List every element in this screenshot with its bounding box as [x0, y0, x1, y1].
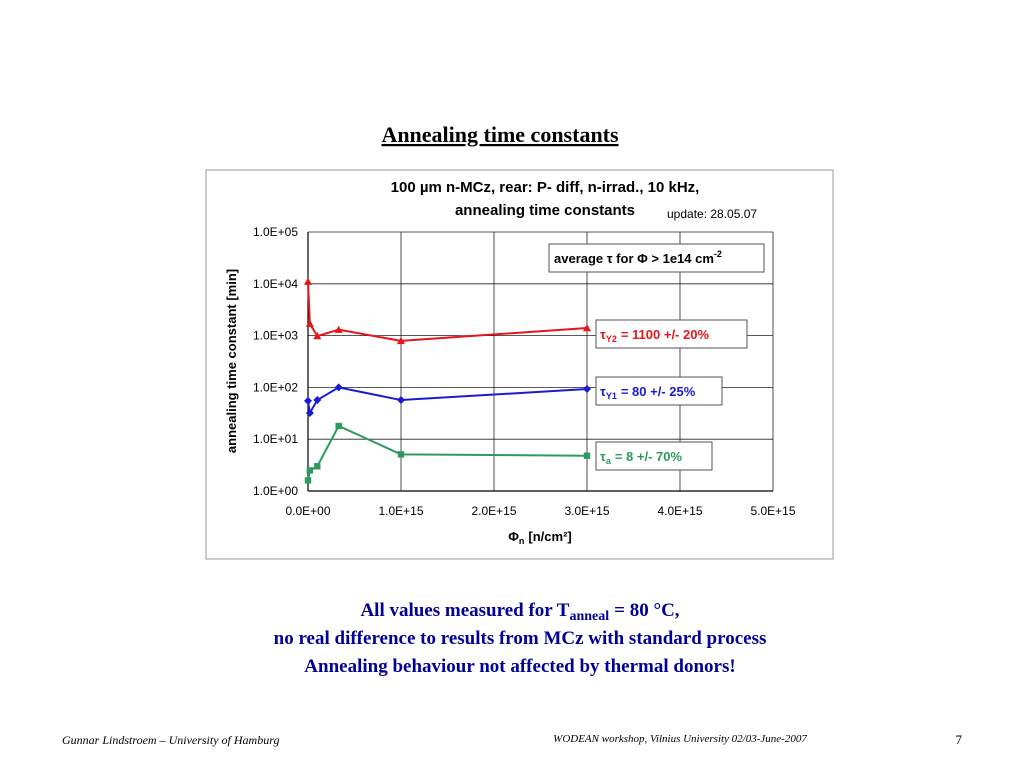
- legend-symbol: τ: [600, 449, 606, 464]
- data-point: [304, 277, 312, 285]
- legend-entry: τY1 = 80 +/- 25%: [600, 384, 696, 401]
- y-tick-label: 1.0E+04: [253, 277, 298, 291]
- legend-text: = 8 +/- 70%: [615, 449, 683, 464]
- data-point: [397, 396, 405, 405]
- update-note: update: 28.05.07: [667, 207, 757, 221]
- body-line: Annealing behaviour not affected by ther…: [304, 656, 735, 677]
- x-label-symbol: Φ: [508, 529, 519, 544]
- data-point: [305, 319, 314, 327]
- annotation-superscript: -2: [714, 249, 722, 259]
- body-text: All values measured for T: [360, 600, 569, 621]
- x-tick-label: 3.0E+15: [564, 504, 609, 518]
- body-line: All values measured for Tanneal = 80 °C,: [360, 600, 679, 624]
- legend-box: [595, 319, 748, 349]
- y-tick-label: 1.0E+00: [253, 484, 298, 498]
- x-tick-label: 4.0E+15: [657, 504, 702, 518]
- footer-left: Gunnar Lindstroem – University of Hambur…: [62, 733, 279, 747]
- legend-subscript: Y1: [606, 391, 617, 401]
- data-point: [334, 383, 343, 392]
- x-tick-label: 0.0E+00: [285, 504, 330, 518]
- legend-subscript: a: [606, 456, 612, 466]
- footer-center: WODEAN workshop, Vilnius University 02/0…: [553, 733, 807, 745]
- body-text: Annealing behaviour not affected by ther…: [304, 656, 735, 677]
- x-tick-label: 5.0E+15: [750, 504, 795, 518]
- x-tick-label: 1.0E+15: [378, 504, 423, 518]
- y-tick-label: 1.0E+01: [253, 432, 298, 446]
- legend-text: = 80 +/- 25%: [621, 384, 696, 399]
- legend-box: [595, 441, 713, 471]
- series-line: [307, 281, 588, 342]
- x-tick-label: 2.0E+15: [471, 504, 516, 518]
- legend-entry: τY2 = 1100 +/- 20%: [600, 327, 709, 344]
- data-point: [397, 336, 405, 345]
- data-point: [583, 324, 591, 332]
- body-subscript: anneal: [569, 609, 609, 624]
- body-line: no real difference to results from MCz w…: [274, 628, 767, 649]
- legend-symbol: τ: [600, 327, 606, 342]
- legend-entry: τa = 8 +/- 70%: [600, 449, 682, 466]
- data-point: [335, 422, 342, 430]
- y-tick-label: 1.0E+03: [253, 329, 298, 343]
- legend-symbol: τ: [600, 384, 606, 399]
- data-point: [304, 396, 312, 405]
- annotation-text: average τ for Φ > 1e14 cm: [554, 251, 714, 266]
- data-point: [583, 452, 591, 459]
- y-tick-label: 1.0E+02: [253, 380, 298, 394]
- chart-frame: [205, 169, 834, 560]
- annotation: average τ for Φ > 1e14 cm-2: [554, 249, 722, 266]
- data-point: [306, 467, 314, 474]
- data-point: [397, 451, 405, 458]
- data-point: [334, 325, 343, 333]
- slide-title: Annealing time constants: [381, 122, 619, 147]
- legend-subscript: Y2: [606, 334, 617, 344]
- data-point: [583, 385, 591, 394]
- data-point: [304, 477, 312, 484]
- x-axis-label: Φn [n/cm²]: [508, 529, 572, 546]
- x-label-text: [n/cm²]: [528, 529, 571, 544]
- chart-title: annealing time constants: [455, 202, 635, 219]
- body-rest: = 80 °C,: [614, 600, 680, 621]
- y-axis-label: annealing time constant [min]: [224, 269, 239, 453]
- x-label-subscript: n: [519, 536, 525, 546]
- data-point: [313, 332, 322, 340]
- page-number: 7: [956, 732, 963, 747]
- data-point: [305, 409, 314, 418]
- data-point: [313, 396, 322, 405]
- y-tick-label: 1.0E+05: [253, 225, 298, 239]
- annotation-box: [548, 243, 765, 273]
- legend-box: [595, 376, 723, 406]
- legend-text: = 1100 +/- 20%: [621, 327, 710, 342]
- body-text: no real difference to results from MCz w…: [274, 628, 767, 649]
- chart-title: 100 µm n-MCz, rear: P- diff, n-irrad., 1…: [391, 179, 700, 196]
- data-point: [314, 463, 321, 470]
